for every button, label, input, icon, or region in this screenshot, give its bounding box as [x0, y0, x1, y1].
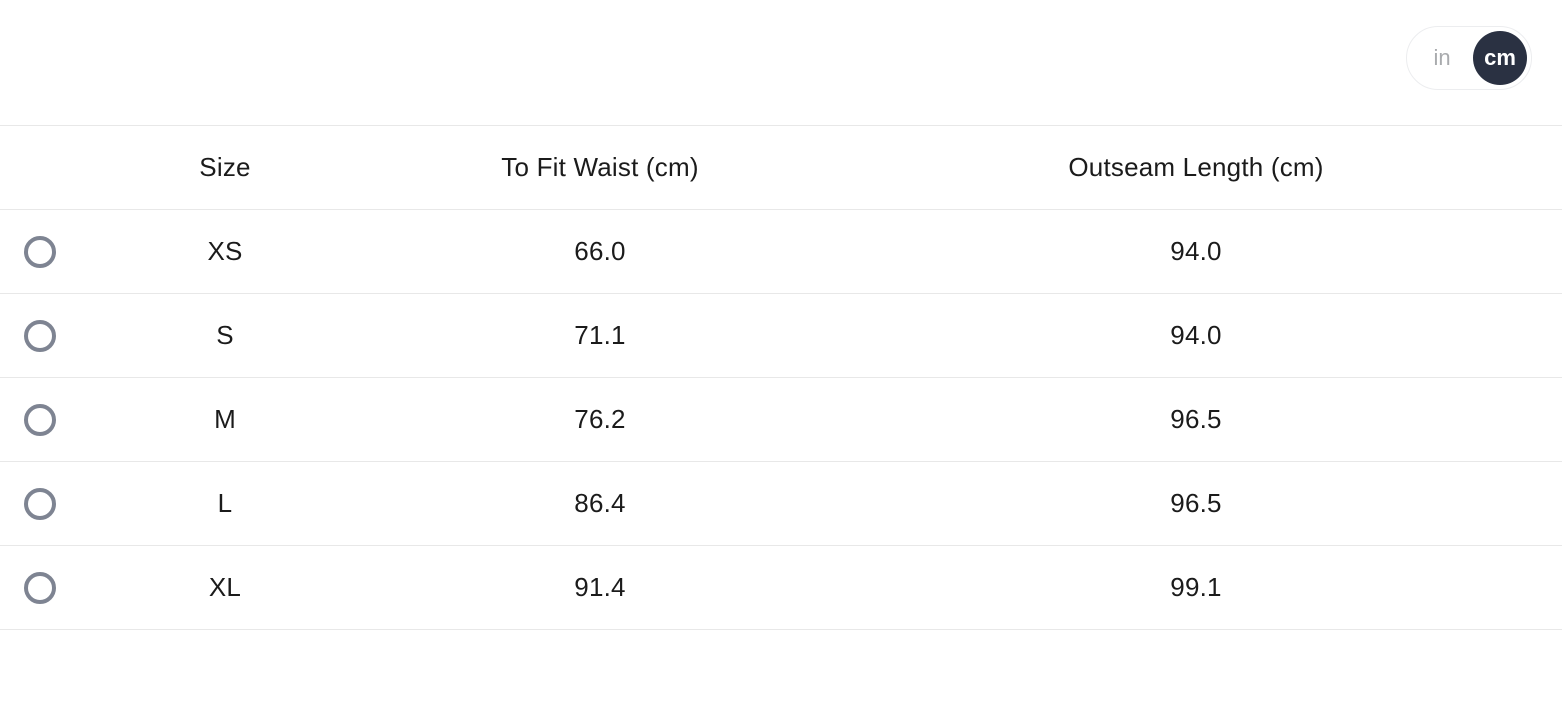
waist-cell: 76.2	[574, 404, 626, 434]
waist-cell: 71.1	[574, 320, 626, 350]
outseam-cell: 94.0	[1170, 320, 1222, 350]
size-cell: XS	[207, 236, 243, 266]
outseam-cell: 99.1	[1170, 572, 1222, 602]
radio-cell	[0, 462, 80, 546]
size-row[interactable]: XS 66.0 94.0	[0, 210, 1562, 294]
radio-cell	[0, 546, 80, 630]
size-cell: S	[216, 320, 234, 350]
unit-option-in[interactable]: in	[1433, 45, 1451, 70]
header-row: Size To Fit Waist (cm) Outseam Length (c…	[0, 125, 1562, 210]
size-radio-button[interactable]	[24, 572, 56, 605]
size-row[interactable]: M 76.2 96.5	[0, 378, 1562, 462]
size-cell: XL	[208, 572, 242, 602]
radio-cell	[0, 378, 80, 462]
unit-toggle-row: in cm	[0, 0, 1562, 125]
unit-toggle[interactable]: in cm	[1406, 26, 1532, 90]
size-radio-button[interactable]	[24, 404, 56, 437]
waist-cell: 66.0	[574, 236, 626, 266]
radio-column-header	[0, 126, 80, 210]
radio-cell	[0, 210, 80, 294]
size-radio-button[interactable]	[24, 320, 56, 353]
outseam-cell: 96.5	[1170, 404, 1222, 434]
column-header-size: Size	[199, 152, 251, 182]
size-cell: M	[214, 404, 236, 434]
column-header-outseam: Outseam Length (cm)	[1068, 152, 1324, 182]
column-header-waist: To Fit Waist (cm)	[501, 152, 699, 182]
size-chart-table: Size To Fit Waist (cm) Outseam Length (c…	[0, 125, 1562, 630]
unit-option-cm[interactable]: cm	[1473, 31, 1527, 85]
size-row[interactable]: L 86.4 96.5	[0, 462, 1562, 546]
waist-cell: 91.4	[574, 572, 626, 602]
waist-cell: 86.4	[574, 488, 626, 518]
size-cell: L	[217, 488, 233, 518]
outseam-cell: 96.5	[1170, 488, 1222, 518]
size-row[interactable]: XL 91.4 99.1	[0, 546, 1562, 630]
outseam-cell: 94.0	[1170, 236, 1222, 266]
radio-cell	[0, 294, 80, 378]
size-radio-button[interactable]	[24, 236, 56, 269]
size-radio-button[interactable]	[24, 488, 56, 521]
size-row[interactable]: S 71.1 94.0	[0, 294, 1562, 378]
